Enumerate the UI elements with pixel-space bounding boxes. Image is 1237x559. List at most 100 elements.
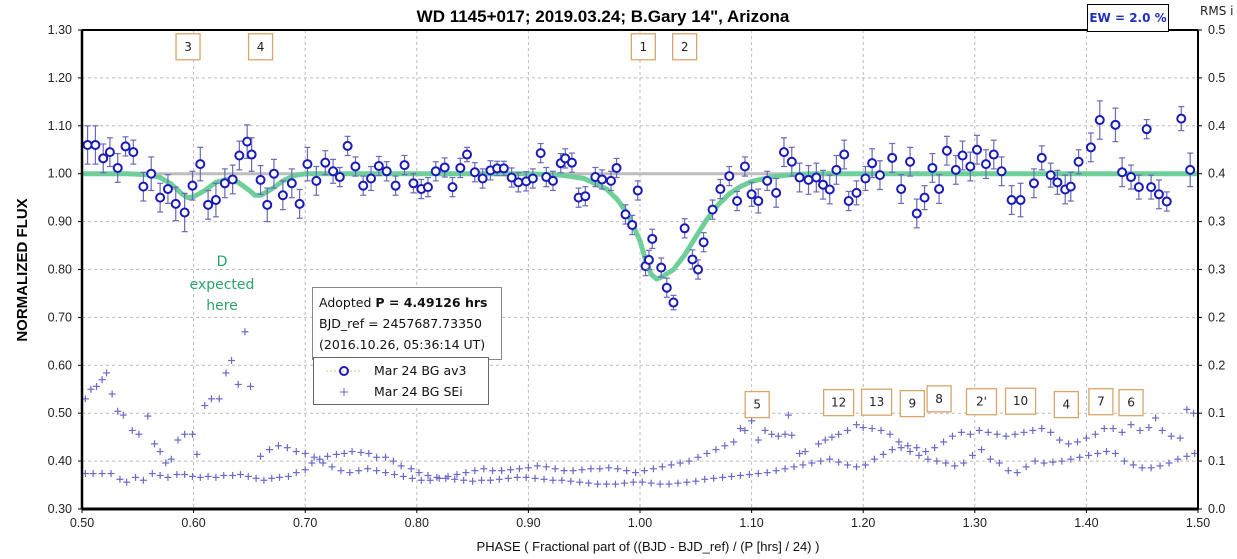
sei-point <box>524 464 532 472</box>
av3-marker <box>162 184 173 195</box>
av3-point <box>1176 106 1187 132</box>
fragment-label-2': 2' <box>965 388 998 416</box>
av3-point <box>302 146 313 182</box>
fragment-label-9: 9 <box>899 389 925 418</box>
fragment-label-text: 2 <box>681 40 689 54</box>
sei-point <box>665 480 673 488</box>
sei-point <box>904 442 912 450</box>
av3-marker <box>980 159 991 170</box>
av3-point <box>1052 169 1063 195</box>
av3-marker <box>1133 182 1144 193</box>
sei-point <box>1076 453 1084 461</box>
fragment-label-text: 8 <box>935 392 943 406</box>
sei-point <box>460 476 468 484</box>
sei-point <box>986 455 994 463</box>
sei-point <box>658 463 666 471</box>
info-period-prefix: Adopted <box>319 295 376 310</box>
av3-marker <box>605 175 616 186</box>
av3-point <box>843 190 854 212</box>
sei-point <box>790 463 798 471</box>
av3-marker <box>262 199 273 210</box>
av3-point <box>104 137 115 168</box>
av3-marker <box>366 173 377 184</box>
sei-point <box>1067 455 1075 463</box>
sei-point <box>382 453 390 461</box>
sei-point <box>993 430 1001 438</box>
av3-point <box>762 170 773 192</box>
sei-point <box>156 448 164 456</box>
sei-point <box>301 466 309 474</box>
sei-point <box>1049 458 1057 466</box>
av3-marker <box>328 166 339 177</box>
av3-marker <box>1146 182 1157 193</box>
sei-point <box>540 475 548 483</box>
sei-point <box>435 474 443 482</box>
sei-point <box>513 473 521 481</box>
av3-point <box>693 259 704 280</box>
av3-marker <box>342 140 353 151</box>
fragment-label-box <box>822 389 855 417</box>
legend-circle-icon <box>314 365 374 377</box>
av3-marker <box>513 177 524 188</box>
av3-marker <box>1045 170 1056 181</box>
av3-point <box>668 294 679 311</box>
sei-point <box>940 438 948 446</box>
av3-point <box>786 146 797 177</box>
av3-marker <box>566 157 577 168</box>
sei-point <box>201 402 209 410</box>
av3-marker <box>919 192 930 203</box>
av3-point <box>1161 191 1172 212</box>
sei-point <box>1022 463 1030 471</box>
sei-point <box>98 470 106 478</box>
sei-point <box>694 453 702 461</box>
x-tick-label: 0.60 <box>181 516 205 530</box>
sei-point <box>763 469 771 477</box>
av3-marker <box>255 174 266 185</box>
sei-point <box>144 412 152 420</box>
sei-point <box>284 472 292 480</box>
av3-marker <box>179 207 190 218</box>
y-tick-label: 0.90 <box>48 215 72 229</box>
av3-marker <box>350 161 361 172</box>
x-axis-label: PHASE ( Fractional part of ((BJD - BJD_r… <box>477 539 820 554</box>
grid <box>82 30 1198 509</box>
sei-point <box>984 428 992 436</box>
av3-point <box>887 142 898 173</box>
sei-point <box>424 471 432 479</box>
av3-point <box>934 174 945 204</box>
av3-point <box>527 168 538 189</box>
sei-point <box>542 463 550 471</box>
av3-marker <box>498 163 509 174</box>
sei-point <box>1002 432 1010 440</box>
sei-point <box>745 471 753 479</box>
fragment-label-text: 4 <box>257 40 265 54</box>
av3-point <box>739 156 750 177</box>
sei-point <box>167 455 175 463</box>
x-tick-label: 1.00 <box>628 516 652 530</box>
sei-point <box>407 465 415 473</box>
sei-point <box>324 452 332 460</box>
av3-marker <box>246 149 257 160</box>
y-tick-label: 0.40 <box>48 454 72 468</box>
av3-marker <box>547 175 558 186</box>
sei-point <box>1013 469 1021 477</box>
sei-point <box>1029 426 1037 434</box>
av3-point <box>447 176 458 198</box>
av3-marker <box>469 167 480 178</box>
av3-point <box>439 157 450 178</box>
av3-marker <box>311 175 322 186</box>
sei-point <box>1191 449 1199 457</box>
av3-point <box>155 182 166 213</box>
av3-marker <box>1161 196 1172 207</box>
av3-point <box>82 125 93 165</box>
sei-point <box>821 436 829 444</box>
sei-point <box>504 474 512 482</box>
sei-point <box>594 480 602 488</box>
av3-marker <box>439 162 450 173</box>
av3-marker <box>210 195 221 206</box>
av3-marker <box>707 204 718 215</box>
sei-point <box>957 428 965 436</box>
fragment-label-7: 7 <box>1088 388 1114 416</box>
sei-point <box>123 478 131 486</box>
sei-point <box>774 432 782 440</box>
